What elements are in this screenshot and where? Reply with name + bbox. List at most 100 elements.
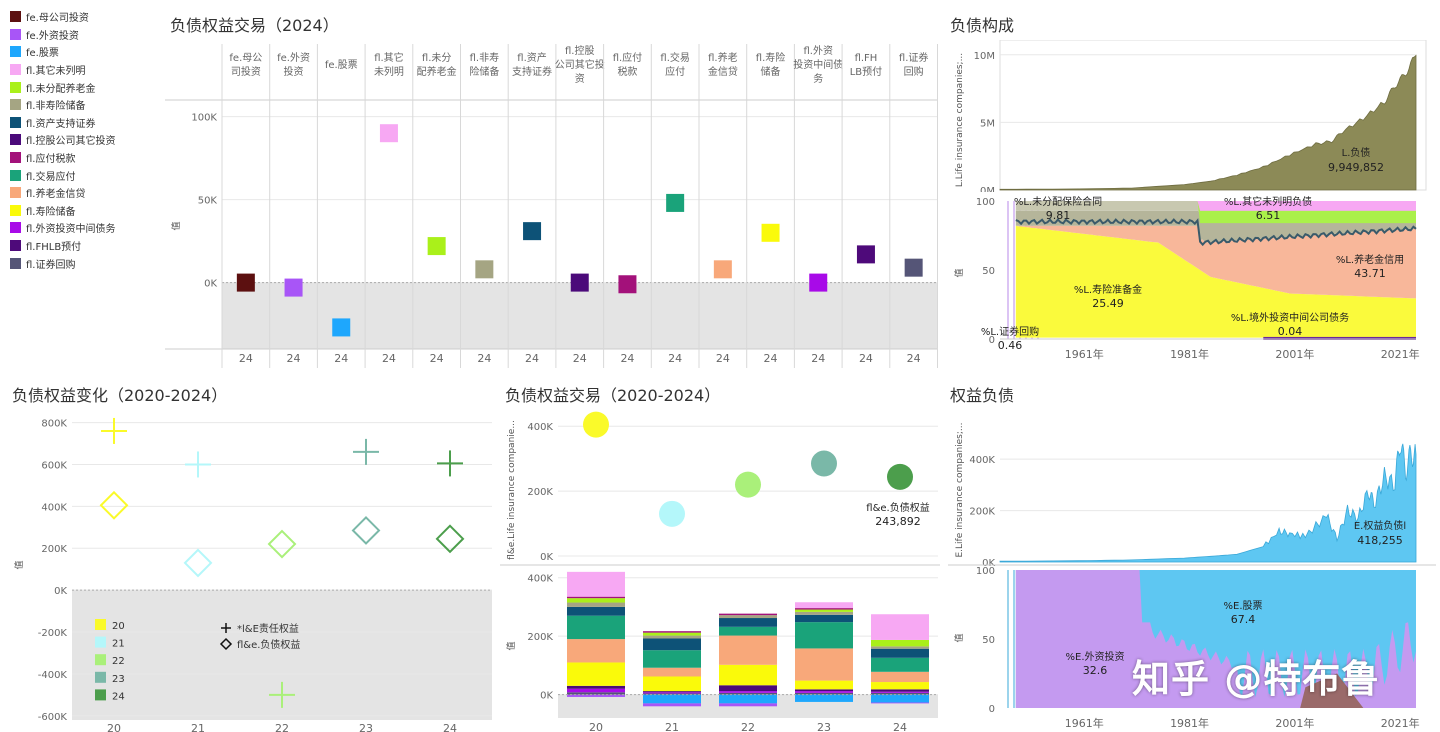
x-tick-label: 24 [443, 722, 457, 732]
column-header: 资 [575, 73, 585, 85]
stacked-bar-segment [795, 622, 853, 649]
tx-bottom-tick-label: 0K [540, 691, 553, 702]
stacked-bar-segment [795, 614, 853, 623]
change-tick-label: 800K [41, 419, 67, 430]
column-header: fe.母公 [229, 52, 262, 64]
column-header: 应付 [665, 65, 685, 78]
legend-swatch-icon [10, 134, 21, 146]
diamond-marker [435, 524, 465, 554]
chart-equity-total[interactable]: 400K 200K 0K E.Life insurance companies;...… [948, 410, 1436, 566]
legend-item[interactable]: fl.其它未列明 [10, 61, 160, 79]
column-header: fl.证券 [899, 51, 928, 64]
liab-pct-tick-label: 100 [976, 197, 995, 208]
legend-item[interactable]: fl.非寿险储备 [10, 96, 160, 114]
stacked-bar-segment [795, 648, 853, 681]
legend-item[interactable]: fl.应付税款 [10, 149, 160, 167]
legend-swatch-icon [10, 187, 21, 199]
stacked-bar-segment [643, 691, 701, 693]
x-tick-label: 23 [817, 721, 831, 732]
stacked-bar-segment [871, 702, 929, 704]
chart-tx2024[interactable]: 100K 50K 0K 值 fe.母公司投资 24 fe.外资投资 24 fe.股票 24 fl.其… [165, 44, 940, 368]
legend-item[interactable]: fl.控股公司其它投资 [10, 131, 160, 149]
legend-item[interactable]: fe.母公司投资 [10, 8, 160, 26]
legend-swatch-icon [10, 204, 21, 216]
column-header: fl.交易 [660, 51, 689, 64]
eq-total-tick-label: 400K [969, 455, 995, 466]
x-tick-label: 24 [287, 352, 301, 365]
year-legend-swatch [95, 654, 106, 666]
change-tick-label: 0K [54, 586, 67, 597]
legend-item[interactable]: fl.交易应付 [10, 166, 160, 184]
legend-item[interactable]: fl.寿险储备 [10, 202, 160, 220]
column-header: fl.未分 [422, 52, 451, 64]
legend-item[interactable]: fl.资产支持证券 [10, 114, 160, 132]
x-tick-label: 24 [668, 352, 682, 365]
chart-liab-pct[interactable]: 100 50 0 值 1961年 1981年 2001年 2021年 %L.未分配保险合同9.8… [948, 193, 1436, 367]
pink-area [1015, 201, 1416, 211]
eq-total-y-axis-label: E.Life insurance companies;... [955, 423, 965, 558]
legend-swatch-icon [10, 11, 21, 23]
legend-item[interactable]: fe.外资投资 [10, 26, 160, 44]
stacked-bar-segment [643, 692, 701, 694]
stacked-bar-segment [643, 635, 701, 639]
diamond-legend-icon [219, 637, 233, 651]
stacked-bar-segment [643, 638, 701, 651]
stacked-bar-segment [643, 676, 701, 692]
point-label: fl&e.负债权益 [866, 501, 929, 514]
data-point-square [236, 273, 255, 292]
shape-legend-label: fl&e.负债权益 [237, 638, 300, 651]
chart-change[interactable]: 800K 600K 400K 200K 0K -200K -400K -600K 值 20 21 22… [10, 410, 494, 732]
column-header: LB预付 [850, 65, 882, 78]
stacked-bar-segment [643, 632, 701, 636]
change-y-axis-label: 值 [13, 560, 25, 569]
legend-item[interactable]: fl.养老金信贷 [10, 184, 160, 202]
column-header: 回购 [904, 65, 924, 78]
stacked-bar-segment [567, 615, 625, 640]
data-point-square [379, 124, 398, 143]
data-point-circle [811, 450, 837, 477]
legend-item[interactable]: fl.外资投资中间债务 [10, 219, 160, 237]
legend-item[interactable]: fl.证券回购 [10, 254, 160, 272]
x-tick-label: 2001年 [1275, 716, 1314, 730]
liab-pct-tick-label: 0 [989, 335, 995, 346]
change-tick-label: -400K [38, 670, 68, 681]
year-legend-swatch [95, 689, 106, 701]
legend-label: fl.寿险储备 [26, 206, 76, 218]
stacked-bar-segment [871, 614, 929, 640]
annotation-label: %L.其它未列明负债 [1224, 195, 1312, 208]
data-point-square [475, 260, 494, 279]
tx2024-y-axis-label: 值 [170, 221, 182, 230]
legend-item[interactable]: fe.股票 [10, 43, 160, 61]
stacked-bar-segment [643, 667, 701, 677]
column-header: fl.资产 [517, 51, 546, 64]
x-tick-label: 20 [589, 721, 603, 732]
chart-liab-total[interactable]: 10M 5M 0M L.Life insurance companies;... L.负… [948, 40, 1436, 192]
stacked-bar-segment [719, 692, 777, 695]
year-legend-label: 22 [112, 656, 125, 667]
legend-item[interactable]: fl.FHLB预付 [10, 237, 160, 255]
legend-label: fe.股票 [26, 48, 59, 60]
column-header: fl.非寿 [470, 51, 499, 64]
stacked-bar-segment [643, 703, 701, 707]
x-tick-label: 1961年 [1065, 347, 1104, 361]
liab-total-tick-label: 10M [974, 51, 995, 62]
liab-total-y-axis-label: L.Life insurance companies;... [955, 53, 965, 187]
chart-tx-range-bottom[interactable]: 400K 200K 0K 值 20 21 22 23 24 [500, 566, 940, 732]
column-header: fl.养老 [708, 51, 737, 64]
legend-item[interactable]: fl.未分配养老金 [10, 78, 160, 96]
legend-swatch-icon [10, 257, 21, 269]
column-header: 税款 [617, 65, 637, 78]
color-legend[interactable]: fe.母公司投资 fe.外资投资 fe.股票 fl.其它未列明 fl.未分配养老金 fl.… [10, 8, 160, 272]
stacked-bar-segment [643, 631, 701, 633]
chart-tx-range-top[interactable]: 400K 200K 0K fl&e.Life insurance companie..… [500, 410, 940, 566]
stacked-bar-segment [719, 694, 777, 704]
stacked-bar-segment [871, 682, 929, 690]
eq-pct-tick-label: 100 [976, 566, 995, 577]
stacked-bar-segment [567, 606, 625, 616]
stacked-bar-segment [567, 662, 625, 686]
title-tx-range: 负债权益交易（2020-2024） [505, 386, 721, 405]
x-tick-label: 24 [477, 352, 491, 365]
legend-swatch-icon [10, 46, 21, 58]
column-header: 配养老金 [417, 65, 457, 78]
